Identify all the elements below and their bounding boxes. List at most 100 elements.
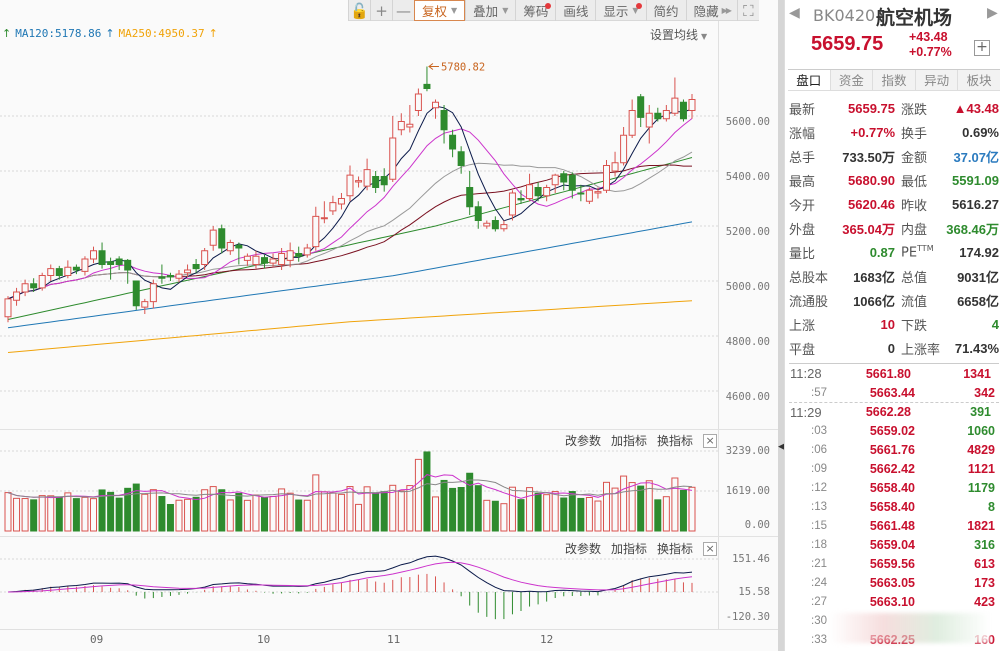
candle[interactable]	[337, 193, 345, 210]
candle[interactable]	[243, 253, 251, 266]
candle[interactable]	[457, 146, 465, 174]
candle[interactable]	[192, 259, 200, 273]
candle[interactable]	[312, 206, 320, 251]
close-icon[interactable]: ×	[703, 541, 718, 556]
candle[interactable]	[90, 246, 97, 264]
candle[interactable]	[295, 246, 303, 262]
candle[interactable]	[132, 280, 140, 310]
candle[interactable]	[115, 256, 123, 270]
candle[interactable]	[158, 264, 166, 284]
add-watchlist-button[interactable]: +	[974, 40, 990, 56]
toolbar-xianshi-button[interactable]: 显示 ▼	[595, 0, 645, 21]
candle[interactable]	[466, 171, 474, 215]
candle[interactable]	[141, 298, 149, 314]
candle[interactable]	[38, 272, 46, 291]
candle[interactable]	[107, 257, 115, 280]
candle[interactable]	[645, 105, 653, 144]
candle[interactable]	[201, 248, 209, 270]
candle[interactable]	[21, 279, 29, 297]
tick-list[interactable]: 11:28 5661.80 1341:57 5663.44 342 11:29 5662.2…	[789, 363, 999, 649]
candle[interactable]	[30, 278, 38, 292]
candle[interactable]	[64, 260, 72, 279]
candle[interactable]	[47, 264, 55, 282]
candle[interactable]	[517, 190, 525, 204]
set-ma-dropdown[interactable]: 设置均线 ▼	[650, 26, 707, 43]
candle[interactable]	[261, 254, 268, 269]
candle[interactable]	[372, 171, 380, 193]
candle[interactable]	[286, 242, 294, 268]
candle[interactable]	[551, 173, 559, 193]
candle[interactable]	[355, 176, 363, 188]
candle[interactable]	[620, 127, 628, 166]
toolbar-chouma-button[interactable]: 筹码	[515, 0, 555, 21]
candle[interactable]	[72, 264, 80, 275]
close-icon[interactable]: ×	[703, 433, 718, 448]
candle[interactable]	[269, 253, 277, 268]
edit-params-button[interactable]: 改参数	[565, 542, 602, 556]
next-stock-icon[interactable]: ▶	[987, 5, 998, 21]
toolbar-fullscreen-button[interactable]: ⛶	[736, 0, 759, 21]
switch-indicator-button[interactable]: 换指标	[657, 542, 694, 556]
candle[interactable]	[184, 264, 192, 277]
candle[interactable]	[278, 248, 286, 270]
candle[interactable]	[414, 88, 422, 117]
candle[interactable]	[560, 171, 568, 191]
candle[interactable]	[235, 242, 243, 265]
candle[interactable]	[568, 172, 576, 199]
candle[interactable]	[380, 168, 388, 192]
candle[interactable]	[81, 256, 89, 276]
collapse-arrow-icon[interactable]: ◀	[778, 442, 785, 452]
candle[interactable]	[363, 158, 371, 191]
candle[interactable]	[440, 105, 448, 144]
candle[interactable]	[662, 105, 670, 122]
candle[interactable]	[585, 187, 593, 205]
candle[interactable]	[637, 94, 645, 127]
candle[interactable]	[303, 243, 311, 258]
candle[interactable]	[534, 182, 542, 202]
candle[interactable]	[329, 195, 337, 215]
candle[interactable]	[406, 105, 414, 133]
quote-tab[interactable]: 板块	[958, 70, 1000, 90]
candle[interactable]	[688, 94, 696, 119]
candle[interactable]	[124, 259, 132, 284]
candle[interactable]	[432, 99, 439, 119]
quote-tab[interactable]: 盘口	[788, 70, 831, 90]
candle[interactable]	[397, 113, 405, 136]
candle[interactable]	[577, 184, 585, 202]
candle[interactable]	[543, 184, 551, 202]
candle[interactable]	[483, 220, 491, 229]
candle[interactable]	[500, 220, 508, 232]
candle[interactable]	[4, 296, 12, 323]
candle[interactable]	[628, 99, 636, 139]
add-indicator-button[interactable]: 加指标	[611, 542, 648, 556]
toolbar-diejia-button[interactable]: 叠加 ▼	[465, 0, 515, 21]
switch-indicator-button[interactable]: 换指标	[657, 434, 694, 448]
candle[interactable]	[508, 190, 516, 221]
candle[interactable]	[149, 279, 157, 309]
candle[interactable]	[594, 187, 602, 199]
toolbar-huaxian-button[interactable]: 画线	[555, 0, 595, 21]
candle[interactable]	[218, 224, 226, 254]
candle[interactable]	[603, 160, 610, 193]
prev-stock-icon[interactable]: ◀	[789, 5, 800, 21]
toolbar-zoom_in-button[interactable]: +	[370, 0, 392, 21]
candle[interactable]	[491, 216, 499, 232]
candle[interactable]	[13, 287, 21, 306]
candle[interactable]	[98, 242, 106, 269]
toolbar-lock-button[interactable]: 🔓	[348, 0, 370, 21]
candle[interactable]	[474, 201, 482, 229]
kline-chart[interactable]: 5780.82	[0, 45, 718, 630]
candle[interactable]	[423, 66, 431, 92]
candle[interactable]	[166, 272, 174, 281]
edit-params-button[interactable]: 改参数	[565, 434, 602, 448]
add-indicator-button[interactable]: 加指标	[611, 434, 648, 448]
toolbar-zoom_out-button[interactable]: —	[392, 0, 414, 21]
candle[interactable]	[679, 99, 687, 122]
candle[interactable]	[449, 129, 457, 158]
candle[interactable]	[611, 151, 619, 177]
candle[interactable]	[346, 165, 354, 202]
candle[interactable]	[654, 107, 662, 122]
toolbar-jianyue-button[interactable]: 简约	[645, 0, 686, 21]
candle[interactable]	[209, 226, 217, 251]
candle[interactable]	[175, 270, 183, 283]
